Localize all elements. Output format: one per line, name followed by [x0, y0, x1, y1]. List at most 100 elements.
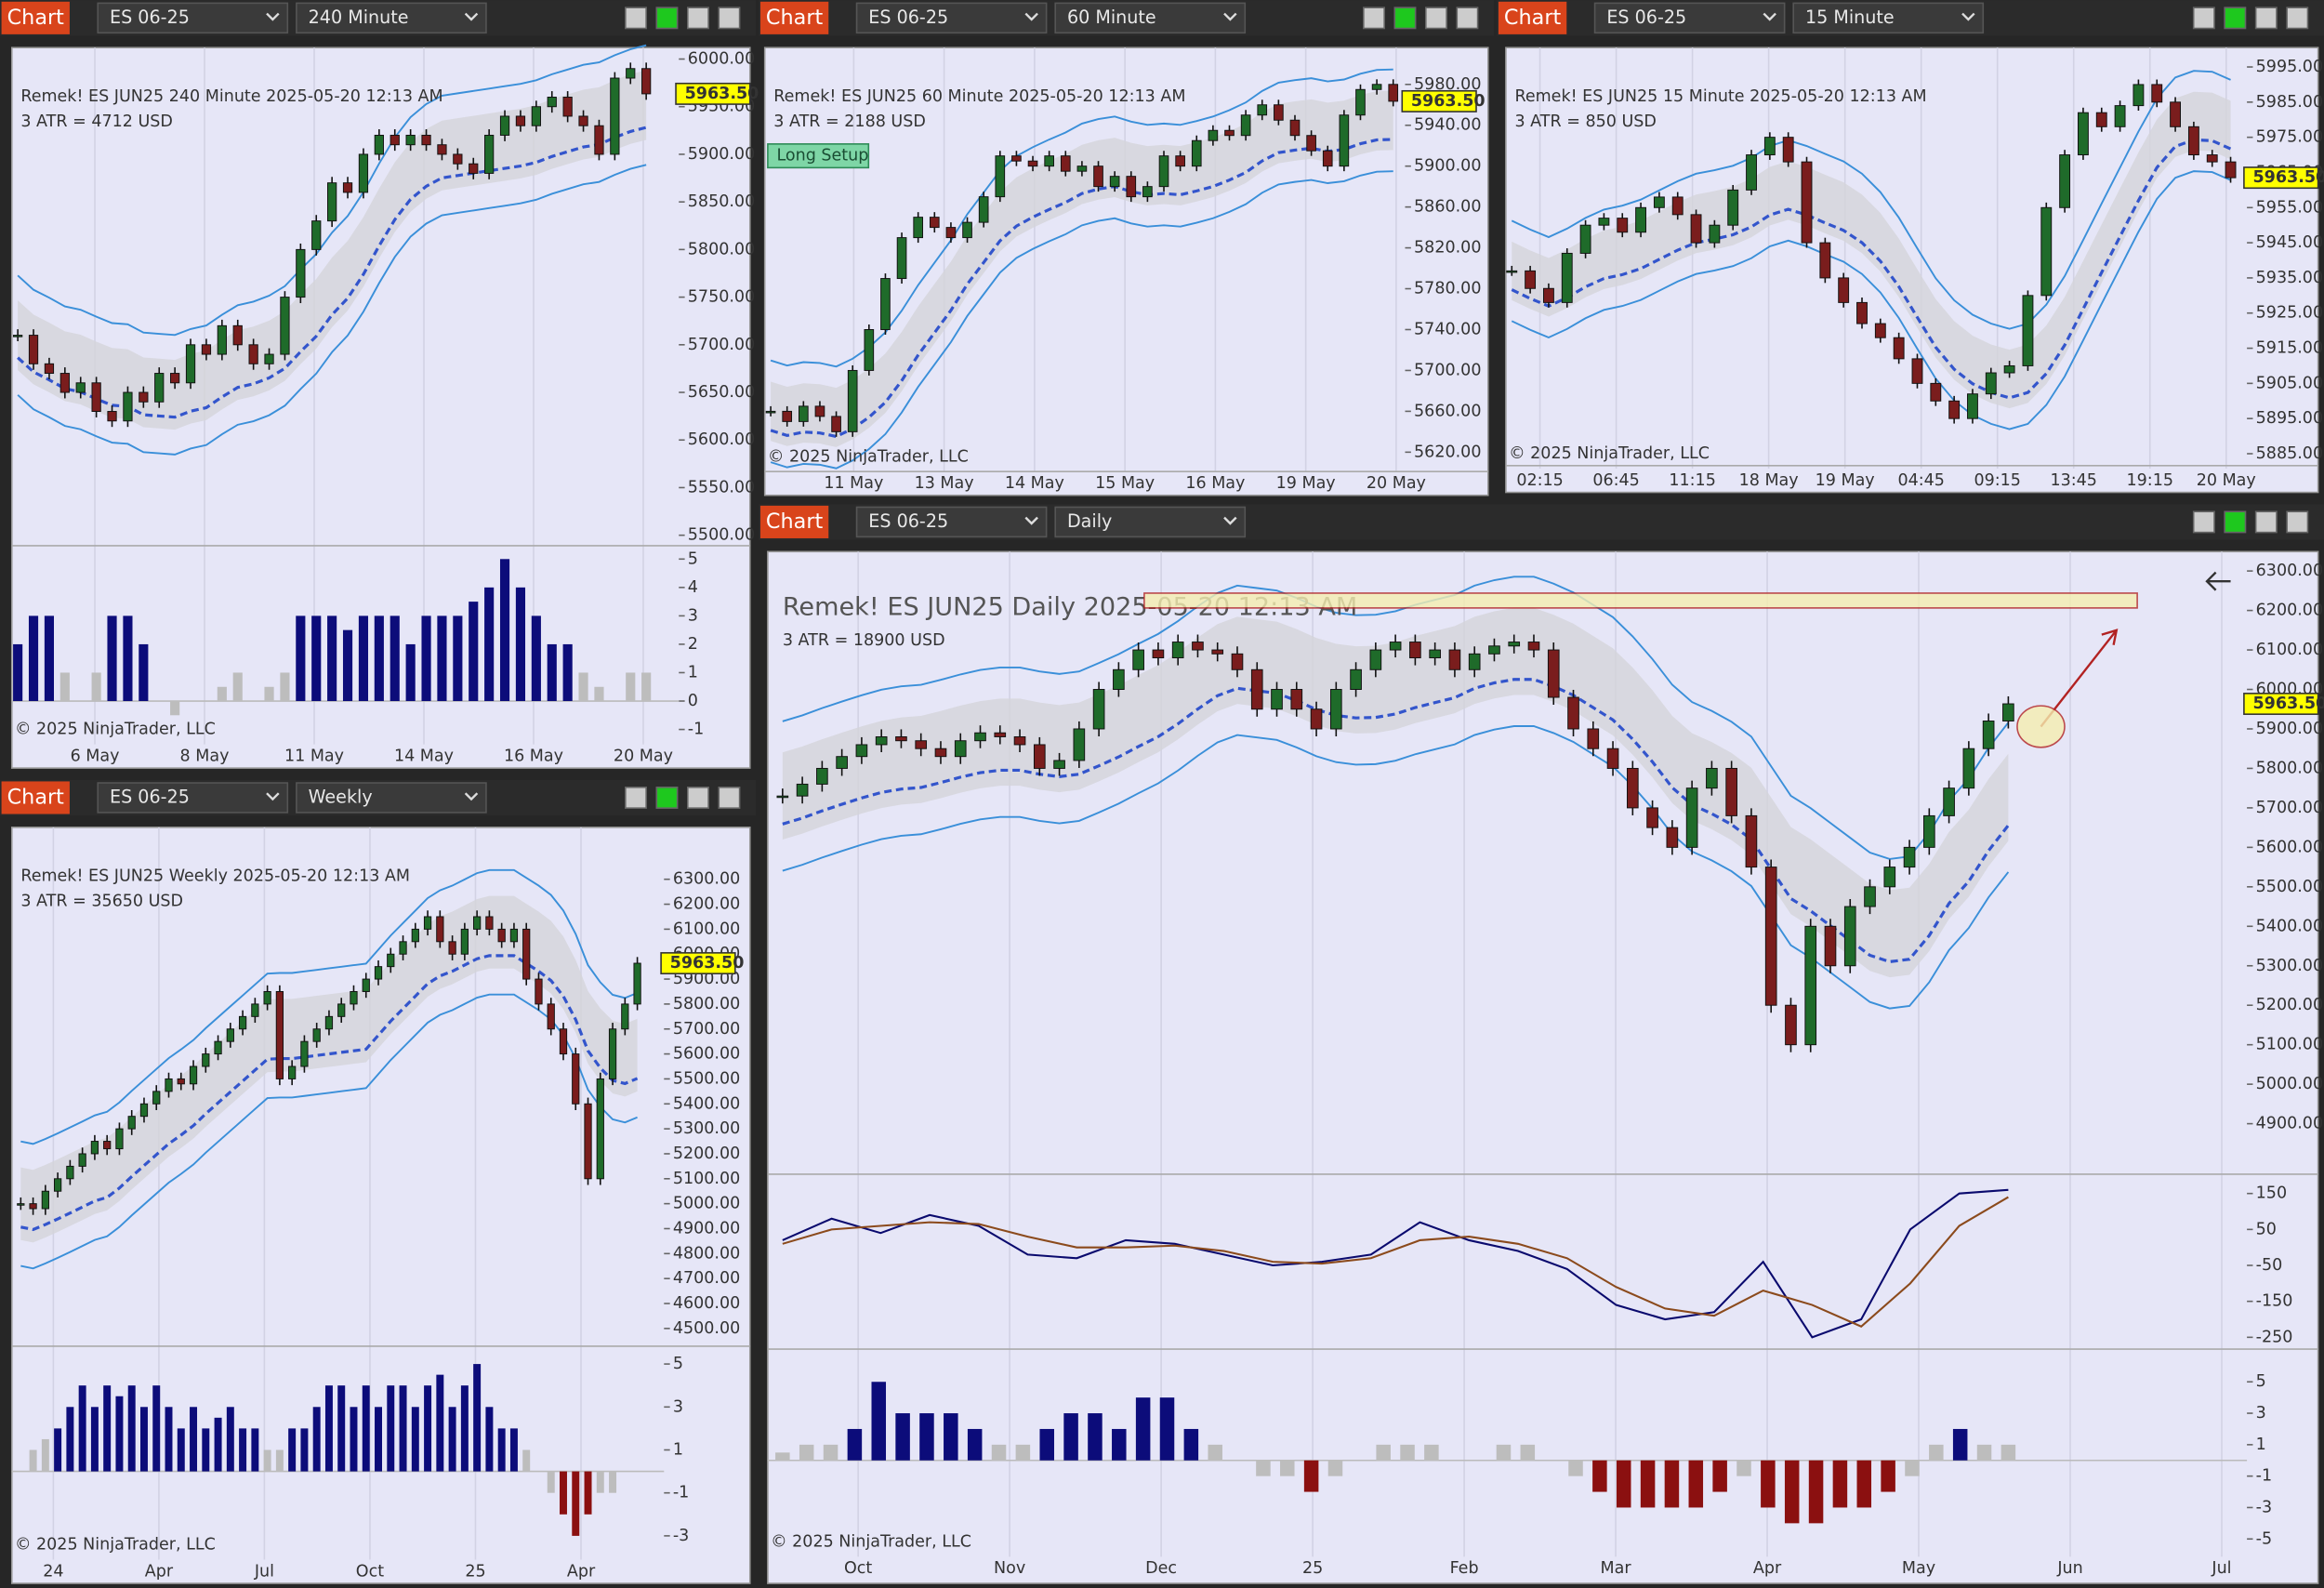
candle [123, 391, 133, 422]
price-tick-label: 5915.00 [2256, 339, 2323, 358]
indicator-bar [1256, 1460, 1271, 1476]
indicator-bar [13, 643, 23, 702]
dropdown-chevron [266, 792, 280, 801]
indicator-tick-label: -3 [673, 1527, 689, 1545]
candle [2002, 703, 2014, 721]
candle [2095, 112, 2107, 127]
candle [217, 324, 227, 355]
candle [1745, 814, 1758, 868]
window-control[interactable] [686, 787, 709, 809]
window-control[interactable] [625, 7, 647, 30]
symbol-dropdown[interactable] [1593, 2, 1786, 34]
indicator-tick-label: 2 [688, 635, 698, 654]
indicator-bar [358, 615, 369, 702]
candle [1635, 206, 1647, 233]
timeframe-dropdown[interactable] [1054, 506, 1247, 538]
indicator-bar [362, 1385, 370, 1472]
timeframe-dropdown[interactable] [296, 782, 487, 814]
candle [469, 163, 479, 174]
candle [1527, 642, 1540, 651]
candle [1962, 748, 1975, 789]
symbol-dropdown[interactable] [97, 782, 289, 814]
window-control[interactable] [1425, 7, 1447, 30]
candle [2078, 112, 2089, 156]
candle [814, 405, 825, 417]
date-label: Mar [1601, 1559, 1632, 1578]
candle [610, 77, 620, 155]
candle [2003, 364, 2015, 374]
window-control[interactable] [2254, 7, 2278, 30]
price-tick-label: 5975.00 [2256, 128, 2323, 147]
price-tick-label: 5955.00 [2256, 198, 2323, 217]
candle [880, 278, 891, 330]
window-control[interactable] [2224, 7, 2247, 30]
oscillator-tick-label: -50 [2256, 1256, 2283, 1275]
window-control[interactable] [686, 7, 709, 30]
price-tag-label: 5963.50 [2252, 695, 2324, 713]
candle [238, 1015, 247, 1030]
indicator-bar [1712, 1460, 1727, 1492]
chart-button[interactable] [1498, 1, 1567, 34]
price-tick-label: 6100.00 [2256, 641, 2323, 659]
symbol-dropdown[interactable] [97, 2, 289, 34]
timeframe-dropdown[interactable] [1054, 2, 1247, 34]
candle [1211, 649, 1224, 655]
candle [847, 369, 858, 432]
indicator-bar [139, 643, 149, 702]
window-control[interactable] [2286, 7, 2309, 30]
timeframe-dropdown[interactable] [296, 2, 487, 34]
dropdown-chevron [464, 792, 479, 801]
window-control[interactable] [2224, 510, 2247, 534]
window-control[interactable] [2192, 510, 2215, 534]
indicator-bar [1135, 1397, 1151, 1461]
indicator-bar [1616, 1460, 1631, 1508]
timeframe-dropdown[interactable] [1792, 2, 1985, 34]
chart-window: Chart ES 06-25 15 Minute 02:15 06:45 11:15 18 … [1497, 0, 2324, 494]
candle [633, 962, 641, 1005]
chart-button[interactable] [1, 1, 70, 34]
window-control[interactable] [655, 787, 679, 809]
window-control[interactable] [1393, 7, 1417, 30]
chart-button[interactable] [759, 505, 829, 538]
window-control[interactable] [718, 787, 741, 809]
window-control[interactable] [625, 787, 647, 809]
indicator-tick-label: 3 [673, 1397, 683, 1416]
dropdown-chevron [1223, 516, 1237, 525]
date-label: Oct [844, 1559, 872, 1578]
indicator-bar [775, 1452, 790, 1461]
candle [799, 405, 809, 422]
window-control[interactable] [2254, 510, 2278, 534]
window-control[interactable] [718, 7, 741, 30]
candle [1864, 886, 1876, 907]
back-arrow[interactable] [2205, 571, 2231, 591]
chart-button[interactable] [759, 1, 829, 34]
candle [90, 1141, 99, 1155]
candle [1982, 721, 1995, 749]
candle [1948, 400, 1961, 419]
oscillator-tick-label: 150 [2256, 1184, 2287, 1203]
indicator-bar [497, 1428, 506, 1472]
indicator-bar [596, 1471, 604, 1493]
window-control[interactable] [655, 7, 679, 30]
window-control[interactable] [1456, 7, 1479, 30]
candle [1126, 176, 1137, 198]
candle [2170, 101, 2182, 127]
timeframe-label: Daily [1067, 510, 1112, 532]
candle [547, 1003, 555, 1030]
candle [509, 928, 519, 943]
chart-button[interactable] [1, 781, 70, 814]
candle [1310, 708, 1323, 730]
price-tick-label: 5740.00 [1414, 320, 1481, 338]
candle [399, 941, 407, 955]
price-tick-label: 5600.00 [2256, 838, 2323, 856]
window-control[interactable] [2192, 7, 2215, 30]
window-control[interactable] [2286, 510, 2309, 534]
candle [358, 153, 369, 193]
candle [1923, 814, 1935, 848]
symbol-dropdown[interactable] [855, 506, 1048, 538]
symbol-dropdown[interactable] [855, 2, 1048, 34]
window-control[interactable] [1363, 7, 1385, 30]
price-tick-label: 5900.00 [688, 145, 755, 164]
timeframe-label: 15 Minute [1805, 7, 1895, 28]
candle [875, 735, 888, 746]
